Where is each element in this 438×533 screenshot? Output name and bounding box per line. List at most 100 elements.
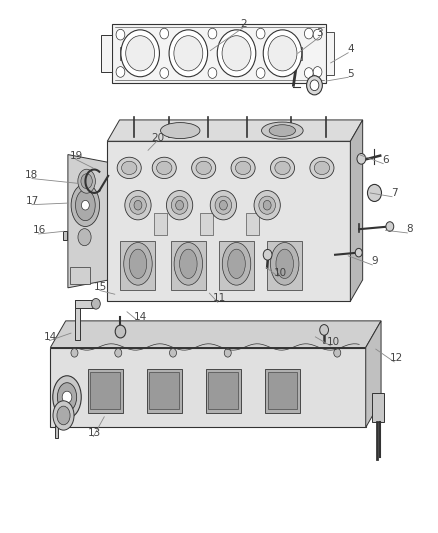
Polygon shape bbox=[326, 32, 334, 75]
Ellipse shape bbox=[53, 376, 81, 418]
Circle shape bbox=[208, 68, 217, 78]
Ellipse shape bbox=[228, 249, 245, 278]
Ellipse shape bbox=[180, 249, 197, 278]
Bar bbox=[147, 369, 182, 413]
Circle shape bbox=[170, 349, 177, 357]
Ellipse shape bbox=[134, 200, 142, 210]
Circle shape bbox=[256, 28, 265, 39]
Text: 3: 3 bbox=[316, 28, 323, 38]
Text: 15: 15 bbox=[94, 282, 107, 292]
Ellipse shape bbox=[62, 391, 72, 403]
Ellipse shape bbox=[222, 243, 251, 285]
Text: 17: 17 bbox=[26, 196, 39, 206]
Polygon shape bbox=[267, 241, 302, 290]
Bar bbox=[268, 372, 297, 409]
Circle shape bbox=[92, 298, 100, 309]
Polygon shape bbox=[101, 35, 112, 72]
Bar bbox=[206, 369, 241, 413]
Circle shape bbox=[115, 325, 126, 338]
Ellipse shape bbox=[57, 383, 77, 411]
Text: 11: 11 bbox=[212, 294, 226, 303]
Polygon shape bbox=[107, 120, 363, 141]
Circle shape bbox=[160, 28, 169, 39]
Text: 20: 20 bbox=[151, 133, 164, 142]
Ellipse shape bbox=[121, 161, 137, 175]
Circle shape bbox=[307, 76, 322, 95]
Bar bbox=[88, 369, 123, 413]
Text: 5: 5 bbox=[347, 69, 354, 78]
Polygon shape bbox=[219, 241, 254, 290]
Ellipse shape bbox=[310, 157, 334, 179]
Polygon shape bbox=[68, 155, 110, 288]
Text: 18: 18 bbox=[25, 170, 38, 180]
Circle shape bbox=[304, 28, 313, 39]
Ellipse shape bbox=[236, 161, 251, 175]
Ellipse shape bbox=[75, 190, 95, 221]
Polygon shape bbox=[63, 231, 67, 240]
Text: 14: 14 bbox=[134, 312, 147, 322]
Bar bbox=[154, 213, 167, 235]
Ellipse shape bbox=[130, 196, 146, 214]
Polygon shape bbox=[70, 266, 90, 284]
Text: 2: 2 bbox=[240, 19, 247, 29]
Polygon shape bbox=[55, 422, 58, 438]
Bar bbox=[265, 369, 300, 413]
Bar bbox=[246, 213, 259, 235]
Circle shape bbox=[174, 36, 203, 71]
Ellipse shape bbox=[166, 190, 193, 220]
Ellipse shape bbox=[78, 229, 91, 246]
Ellipse shape bbox=[254, 190, 280, 220]
Bar bbox=[90, 372, 120, 409]
Ellipse shape bbox=[259, 196, 276, 214]
Circle shape bbox=[367, 184, 381, 201]
Polygon shape bbox=[50, 321, 381, 348]
Ellipse shape bbox=[275, 161, 290, 175]
Circle shape bbox=[126, 36, 155, 71]
Ellipse shape bbox=[231, 157, 255, 179]
Circle shape bbox=[115, 349, 122, 357]
Text: 6: 6 bbox=[382, 155, 389, 165]
Circle shape bbox=[160, 68, 169, 78]
Circle shape bbox=[169, 30, 208, 77]
Polygon shape bbox=[171, 241, 206, 290]
Ellipse shape bbox=[314, 161, 330, 175]
Ellipse shape bbox=[125, 190, 151, 220]
Text: 13: 13 bbox=[88, 428, 101, 438]
Text: 12: 12 bbox=[390, 353, 403, 363]
Polygon shape bbox=[50, 348, 366, 427]
Polygon shape bbox=[75, 300, 95, 308]
Polygon shape bbox=[75, 300, 80, 340]
Ellipse shape bbox=[117, 157, 141, 179]
Ellipse shape bbox=[81, 174, 92, 189]
Ellipse shape bbox=[276, 249, 293, 278]
Ellipse shape bbox=[196, 161, 211, 175]
Circle shape bbox=[313, 67, 322, 77]
Ellipse shape bbox=[71, 184, 99, 227]
Text: 9: 9 bbox=[371, 256, 378, 266]
Circle shape bbox=[263, 249, 272, 260]
Polygon shape bbox=[120, 241, 155, 290]
Ellipse shape bbox=[81, 200, 89, 210]
Text: 7: 7 bbox=[391, 188, 398, 198]
Polygon shape bbox=[107, 141, 350, 301]
Ellipse shape bbox=[160, 123, 200, 139]
Circle shape bbox=[263, 30, 302, 77]
Text: 10: 10 bbox=[274, 268, 287, 278]
Circle shape bbox=[71, 349, 78, 357]
Bar bbox=[120, 47, 133, 60]
Bar bbox=[290, 47, 302, 60]
Ellipse shape bbox=[57, 406, 70, 425]
Ellipse shape bbox=[171, 196, 188, 214]
Text: 10: 10 bbox=[326, 337, 339, 347]
Ellipse shape bbox=[215, 196, 232, 214]
Polygon shape bbox=[112, 24, 326, 83]
Bar bbox=[200, 213, 213, 235]
Circle shape bbox=[217, 30, 256, 77]
Text: 19: 19 bbox=[70, 151, 83, 160]
Bar bbox=[149, 372, 179, 409]
Ellipse shape bbox=[53, 401, 74, 430]
Ellipse shape bbox=[269, 125, 296, 136]
Ellipse shape bbox=[192, 157, 215, 179]
Circle shape bbox=[357, 154, 366, 164]
Circle shape bbox=[116, 29, 125, 40]
